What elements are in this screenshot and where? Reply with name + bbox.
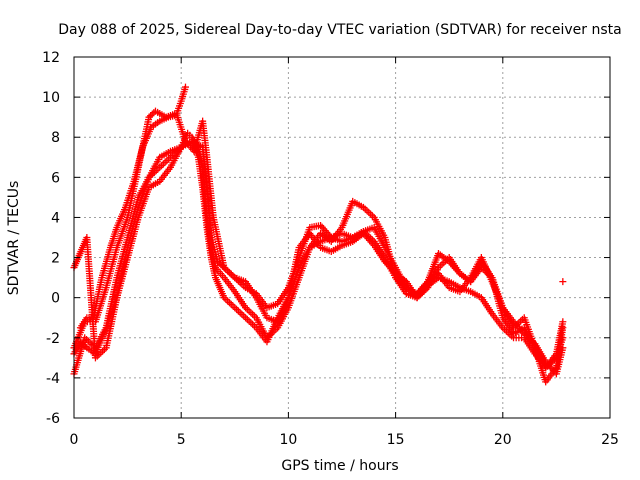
series-track-E bbox=[76, 111, 567, 372]
series-track-A bbox=[70, 83, 189, 352]
data-marker bbox=[224, 267, 232, 275]
data-marker bbox=[225, 269, 233, 277]
y-tick-label: 2 bbox=[51, 251, 60, 267]
data-marker bbox=[161, 158, 169, 166]
data-marker bbox=[238, 310, 246, 318]
data-marker bbox=[247, 309, 255, 317]
y-tick-label: -4 bbox=[46, 371, 60, 387]
y-tick-label: -2 bbox=[46, 331, 60, 347]
x-tick-label: 15 bbox=[387, 432, 405, 448]
x-tick-label: 20 bbox=[494, 432, 512, 448]
series-track-D bbox=[70, 137, 567, 386]
data-marker bbox=[224, 297, 232, 305]
y-tick-label: 0 bbox=[51, 291, 60, 307]
x-tick-label: 10 bbox=[279, 432, 297, 448]
y-tick-label: 8 bbox=[51, 130, 60, 146]
data-marker bbox=[145, 113, 153, 121]
data-markers bbox=[70, 83, 567, 386]
data-marker bbox=[231, 304, 239, 312]
plot-frame bbox=[73, 56, 611, 419]
data-marker bbox=[502, 327, 510, 335]
series-track-B bbox=[70, 137, 567, 372]
data-marker bbox=[245, 317, 253, 325]
series-track-C bbox=[70, 129, 567, 378]
chart-title: Day 088 of 2025, Sidereal Day-to-day VTE… bbox=[58, 22, 621, 38]
data-marker bbox=[229, 302, 237, 310]
x-tick-label: 5 bbox=[177, 432, 186, 448]
y-tick-label: 4 bbox=[51, 210, 60, 226]
x-tick-label: 0 bbox=[70, 432, 79, 448]
axis-ticks: 0 5 10 15 20 25 -6 -4 -2 0 2 4 6 8 10 12 bbox=[42, 50, 619, 448]
data-marker bbox=[181, 83, 189, 91]
data-marker bbox=[225, 299, 233, 307]
data-marker bbox=[363, 207, 371, 215]
data-marker bbox=[365, 208, 373, 216]
data-marker bbox=[227, 300, 235, 308]
data-marker bbox=[227, 270, 235, 278]
data-marker bbox=[233, 305, 241, 313]
data-marker bbox=[214, 258, 222, 266]
data-marker bbox=[243, 315, 251, 323]
data-marker bbox=[148, 110, 156, 118]
data-marker bbox=[243, 305, 251, 313]
x-axis-label: GPS time / hours bbox=[281, 458, 398, 474]
y-tick-label: 12 bbox=[42, 50, 60, 66]
isolated-data-marker bbox=[559, 278, 567, 286]
data-marker bbox=[559, 318, 567, 326]
data-marker bbox=[249, 320, 257, 328]
y-tick-label: 6 bbox=[51, 170, 60, 186]
data-marker bbox=[159, 160, 167, 168]
data-marker bbox=[559, 344, 567, 352]
x-tick-label: 25 bbox=[601, 432, 619, 448]
data-marker bbox=[245, 307, 253, 315]
data-marker bbox=[250, 322, 258, 330]
y-axis-label: SDTVAR / TECUs bbox=[6, 181, 22, 296]
data-marker bbox=[234, 307, 242, 315]
data-marker bbox=[158, 162, 166, 170]
data-marker bbox=[99, 347, 107, 355]
data-marker bbox=[249, 310, 257, 318]
data-marker bbox=[147, 112, 155, 120]
data-marker bbox=[236, 309, 244, 317]
data-marker bbox=[240, 312, 248, 320]
y-tick-label: -6 bbox=[46, 411, 60, 427]
data-marker bbox=[242, 314, 250, 322]
data-marker bbox=[367, 210, 375, 218]
y-tick-label: 10 bbox=[42, 90, 60, 106]
data-marker bbox=[438, 260, 446, 268]
data-marker bbox=[247, 319, 255, 327]
